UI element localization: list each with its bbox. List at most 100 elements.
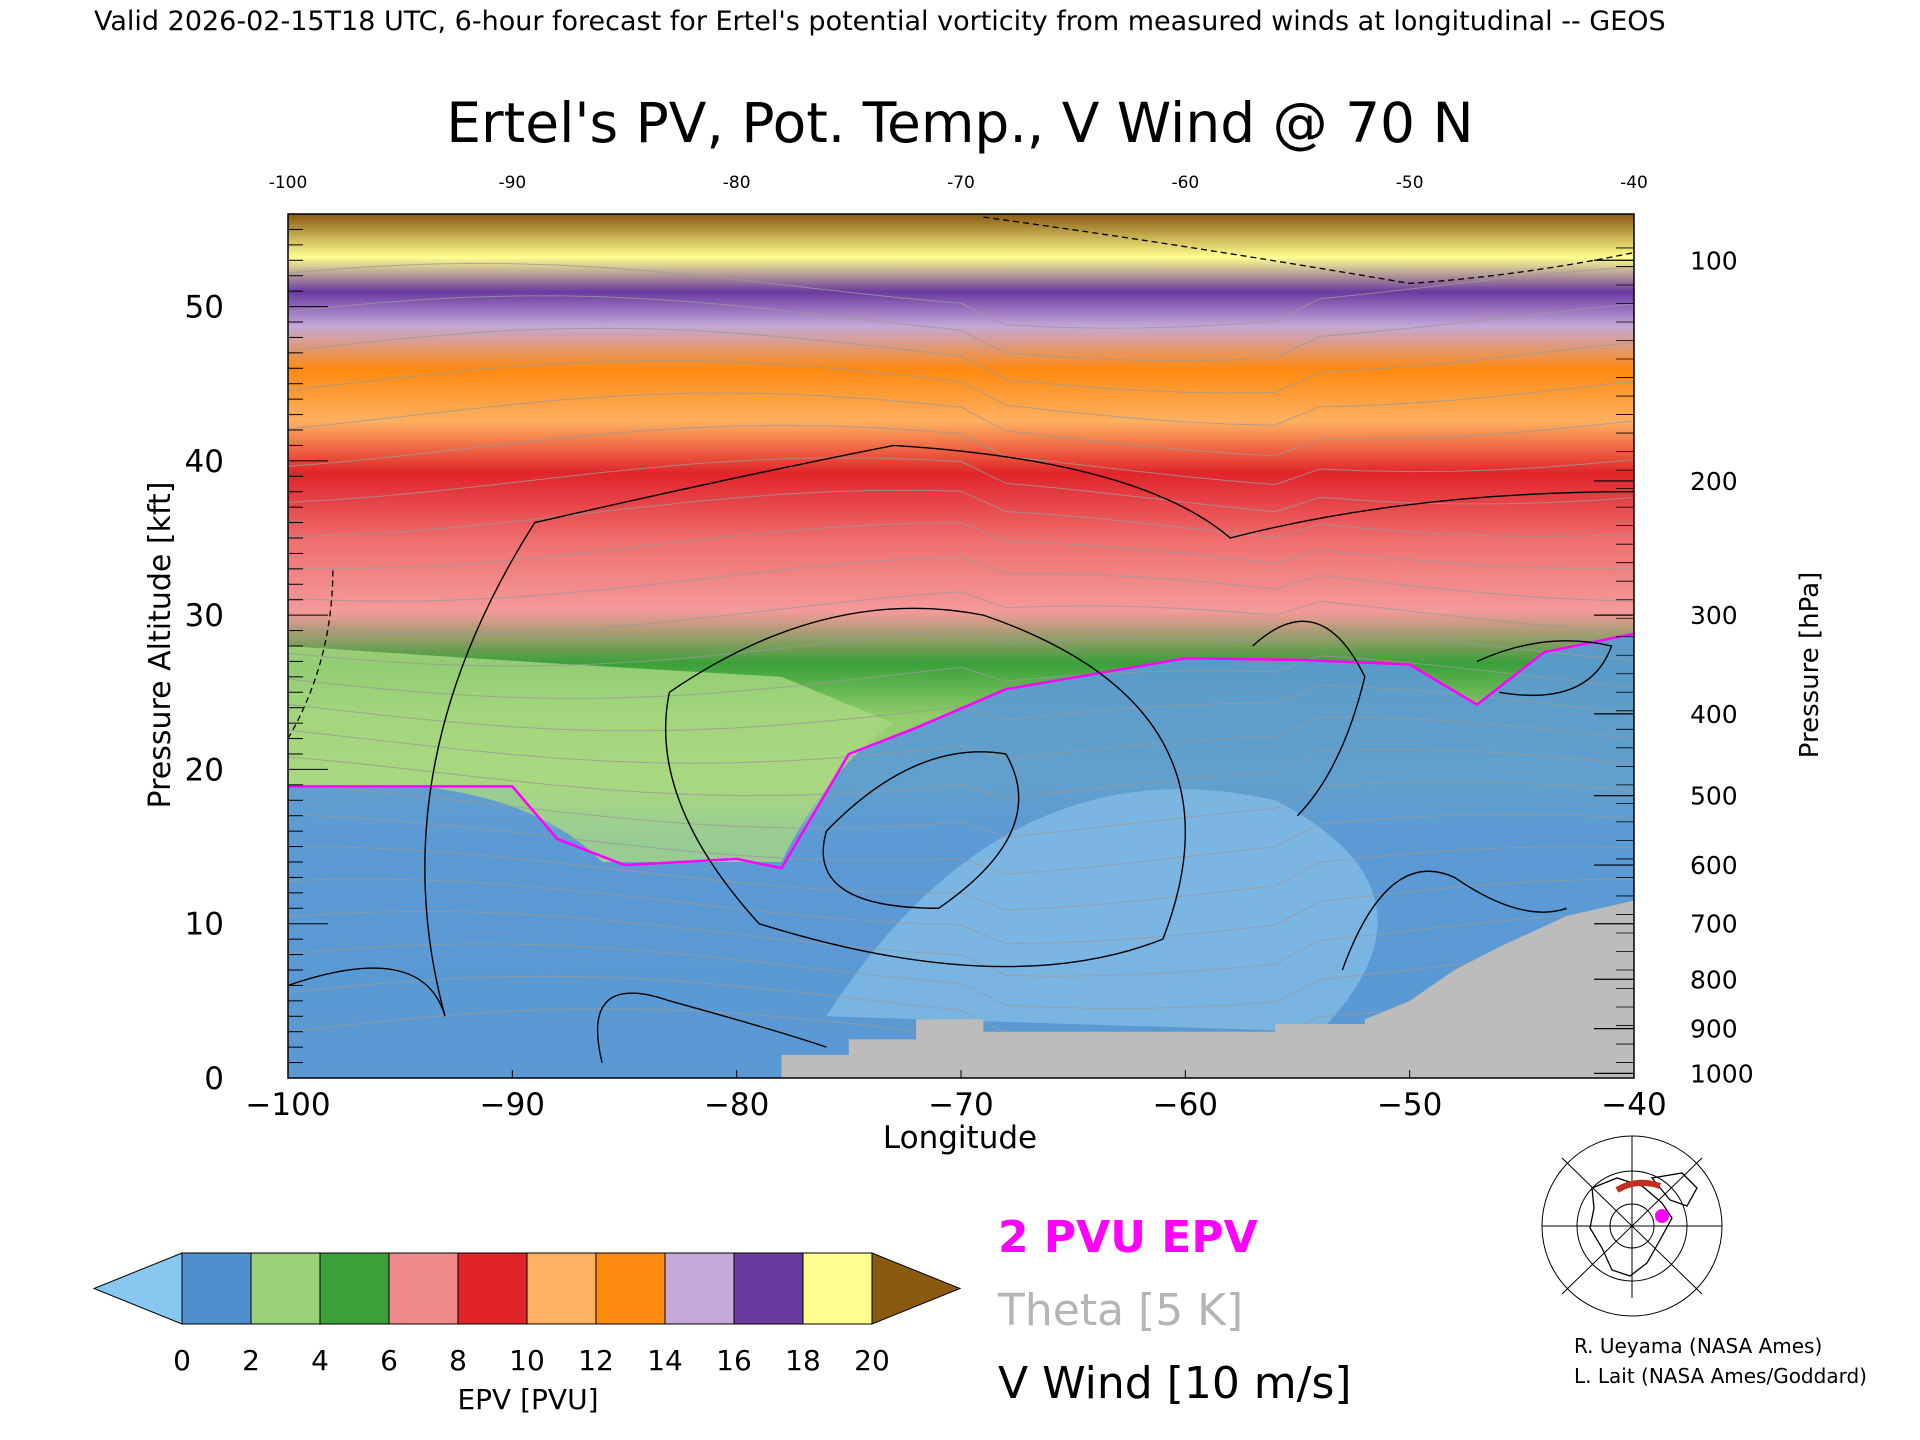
- top-tick-label: -70: [947, 173, 975, 193]
- theta-contour: [288, 781, 1634, 838]
- top-axis: -100 -90 -80 -70 -60 -50 -40: [269, 173, 1648, 193]
- y-right-tick-label: 400: [1690, 700, 1738, 729]
- locator-map: [1532, 1135, 1732, 1317]
- x-tick-label: −70: [928, 1087, 993, 1123]
- x-tick-label: −100: [245, 1087, 330, 1123]
- legend-pvu: 2 PVU EPV: [998, 1212, 1258, 1263]
- x-tick-label: −50: [1377, 1087, 1442, 1123]
- top-tick-label: -80: [723, 173, 751, 193]
- vwind-contour-negative: [288, 568, 334, 739]
- x-tick-label: −90: [480, 1087, 545, 1123]
- theta-contour: [288, 591, 1634, 635]
- vwind-contour: [1252, 620, 1366, 817]
- chart-title: Ertel's PV, Pot. Temp., V Wind @ 70 N: [446, 91, 1473, 155]
- y-left-tick-label: 10: [185, 907, 224, 943]
- y-right-tick-label: 900: [1690, 1015, 1738, 1044]
- y-left-tick-label: 20: [185, 752, 224, 788]
- x-axis: −100 −90 −80 −70 −60 −50 −40: [245, 1070, 1667, 1123]
- colorbar-tick-label: 4: [311, 1344, 329, 1377]
- colorbar-bin: [733, 1252, 804, 1325]
- colorbar-bin: [526, 1252, 597, 1325]
- top-tick-label: -40: [1620, 173, 1648, 193]
- theta-contour: [288, 846, 1634, 911]
- theta-contour: [288, 910, 1634, 977]
- theta-contour: [288, 716, 1634, 764]
- colorbar-bin: [319, 1252, 390, 1325]
- y-right-tick-label: 600: [1690, 851, 1738, 880]
- theta-contour: [288, 360, 1634, 426]
- y-axis-left-label: Pressure Altitude [kft]: [143, 482, 178, 809]
- colorbar-tick-label: 16: [716, 1344, 752, 1377]
- colorbar-tick-label: 2: [242, 1344, 260, 1377]
- y-axis-right: 100 200 300 400 500 600 700 800 900 1000: [1594, 246, 1754, 1088]
- colorbar-over-arrow: [871, 1252, 962, 1325]
- y-right-tick-label: 100: [1690, 246, 1738, 275]
- theta-contour: [288, 684, 1634, 732]
- colorbar-bin: [181, 1252, 252, 1325]
- x-axis-label: Longitude: [883, 1120, 1037, 1156]
- credit-line-1: R. Ueyama (NASA Ames): [1574, 1334, 1822, 1358]
- y-right-tick-label: 700: [1690, 910, 1738, 939]
- theta-contour: [288, 878, 1634, 945]
- colorbar-bin: [250, 1252, 321, 1325]
- y-axis-left: 0 10 20 30 40 50: [185, 228, 328, 1097]
- x-tick-label: −40: [1601, 1087, 1666, 1123]
- theta-contour: [288, 392, 1634, 457]
- legend-vwind: V Wind [10 m/s]: [998, 1358, 1352, 1409]
- terrain-mask: [781, 900, 1634, 1078]
- top-tick-label: -60: [1171, 173, 1199, 193]
- colorbar-bin: [388, 1252, 459, 1325]
- theta-contour: [288, 555, 1634, 602]
- y-right-tick-label: 200: [1690, 467, 1738, 496]
- y-right-tick-label: 1000: [1690, 1059, 1754, 1088]
- colorbar-tick-label: 18: [785, 1344, 821, 1377]
- pvu2-contour: [288, 632, 1634, 870]
- vwind-contour: [1341, 870, 1567, 971]
- y-left-tick-label: 30: [185, 598, 224, 634]
- green-tongue: [288, 646, 894, 862]
- theta-contour: [288, 295, 1634, 362]
- y-right-tick-label: 500: [1690, 782, 1738, 811]
- top-tick-label: -100: [269, 173, 308, 193]
- y-left-tick-label: 0: [204, 1061, 224, 1097]
- plot-area: [288, 214, 1634, 1078]
- valid-time-header: Valid 2026-02-15T18 UTC, 6-hour forecast…: [94, 6, 1666, 37]
- map-track: [1615, 1179, 1661, 1193]
- vwind-contour: [596, 992, 827, 1063]
- theta-contour: [288, 327, 1634, 394]
- vwind-contour: [1476, 640, 1613, 696]
- x-tick-label: −60: [1153, 1087, 1218, 1123]
- colorbar-tick-label: 12: [578, 1344, 614, 1377]
- colorbar-bin: [457, 1252, 528, 1325]
- theta-contour: [288, 489, 1634, 539]
- theta-contour: [288, 813, 1634, 875]
- colorbar-bin: [802, 1252, 873, 1325]
- vwind-contour: [822, 751, 1020, 909]
- colorbar-bin: [595, 1252, 666, 1325]
- theta-contour: [288, 627, 1634, 667]
- theta-contour: [288, 424, 1634, 486]
- colorbar-tick-label: 20: [854, 1344, 890, 1377]
- colorbar-bin: [664, 1252, 735, 1325]
- colorbar-tick-label: 6: [380, 1344, 398, 1377]
- colorbar-tick-label: 14: [647, 1344, 683, 1377]
- credit-line-2: L. Lait (NASA Ames/Goddard): [1574, 1364, 1867, 1388]
- y-right-tick-label: 800: [1690, 965, 1738, 994]
- top-tick-label: -90: [498, 173, 526, 193]
- x-tick-label: −80: [704, 1087, 769, 1123]
- map-marker: [1655, 1209, 1669, 1223]
- theta-contour: [288, 262, 1634, 329]
- colorbar-label: EPV [PVU]: [457, 1383, 598, 1416]
- low-pv-core: [826, 789, 1378, 1032]
- colorbar-tick-label: 8: [449, 1344, 467, 1377]
- theta-contour: [288, 655, 1634, 699]
- colorbar-under-arrow: [92, 1252, 183, 1325]
- theta-contour: [288, 749, 1634, 800]
- theta-contour: [288, 457, 1634, 513]
- top-tick-label: -50: [1396, 173, 1424, 193]
- vwind-contour-negative: [983, 216, 1634, 285]
- theta-contour: [288, 943, 1634, 1009]
- vwind-contour: [288, 444, 1634, 1017]
- colorbar: 0 2 4 6 8 10 12 14 16 18 20: [92, 1252, 962, 1377]
